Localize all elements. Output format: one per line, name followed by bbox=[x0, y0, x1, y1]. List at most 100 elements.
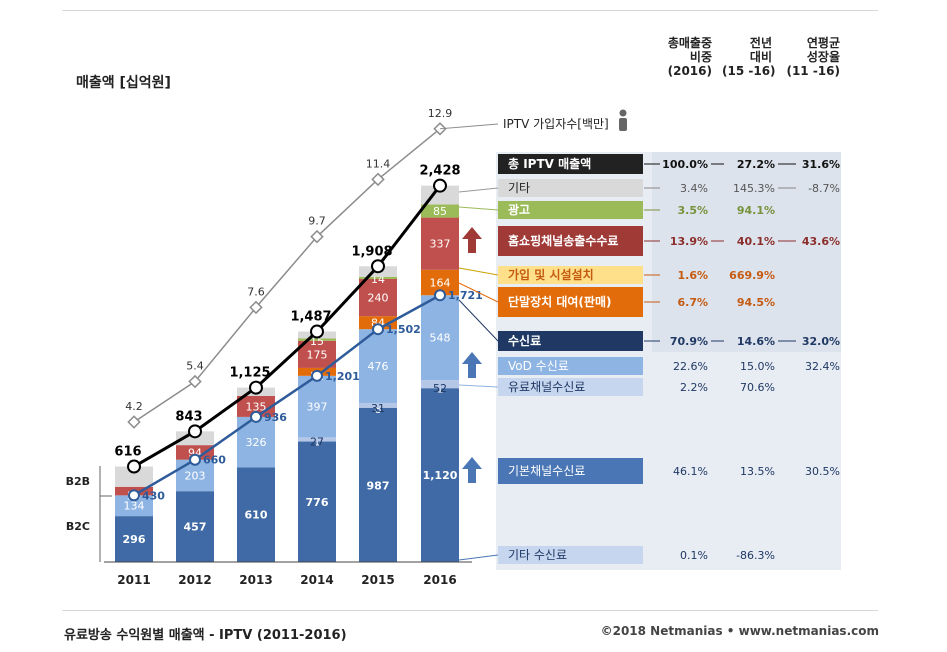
table-share-value: 46.1% bbox=[673, 465, 708, 478]
bar-segment bbox=[298, 340, 336, 368]
bar-segment bbox=[298, 375, 336, 438]
subscriber-value-label: 4.2 bbox=[125, 400, 143, 413]
subscriber-value-label: 7.6 bbox=[247, 285, 265, 298]
subscriber-legend-label: IPTV 가입자수[백만] bbox=[503, 117, 609, 131]
table-cagr-value: 30.5% bbox=[805, 465, 840, 478]
bar-value-label: 240 bbox=[368, 292, 389, 305]
table-yoy-value: 27.2% bbox=[737, 158, 775, 171]
bottom-rule bbox=[62, 610, 878, 611]
subscriber-value-label: 11.4 bbox=[366, 157, 391, 170]
bar-value-label: 85 bbox=[433, 205, 447, 218]
bar-value-label: 175 bbox=[307, 348, 328, 361]
category-label: 유료채널수신료 bbox=[508, 380, 585, 394]
receiving-fee-point bbox=[434, 289, 446, 302]
category-label: 수신료 bbox=[508, 333, 541, 348]
table-yoy-value: 669.9% bbox=[729, 269, 775, 282]
table-yoy-value: 94.5% bbox=[737, 296, 775, 309]
bar-segment bbox=[421, 380, 459, 389]
table-highlight-bg bbox=[652, 152, 841, 352]
receiving-fee-value-label: 1,502 bbox=[386, 323, 421, 336]
total-point bbox=[371, 259, 385, 274]
table-yoy-value: 40.1% bbox=[737, 235, 775, 248]
bar-segment bbox=[298, 338, 336, 341]
x-tick-label: 2014 bbox=[300, 573, 333, 587]
total-value-label: 616 bbox=[114, 445, 141, 460]
b2c-label: B2C bbox=[66, 520, 90, 533]
total-point bbox=[310, 324, 324, 339]
receiving-fee-value-label: 430 bbox=[142, 489, 165, 502]
category-box bbox=[498, 287, 643, 317]
bar-value-label: 135 bbox=[246, 400, 267, 413]
bar-value-label: 476 bbox=[368, 360, 389, 373]
x-tick-label: 2013 bbox=[239, 573, 272, 587]
receiving-fee-point bbox=[128, 489, 140, 502]
subscriber-value-label: 12.9 bbox=[428, 107, 453, 120]
up-arrow-icon bbox=[462, 352, 482, 378]
table-yoy-value: 15.0% bbox=[740, 360, 775, 373]
copyright-credit: ©2018 Netmanias • www.netmanias.com bbox=[600, 624, 879, 638]
leader-device bbox=[458, 282, 499, 303]
category-label: VoD 수신료 bbox=[508, 359, 569, 373]
total-point bbox=[249, 380, 263, 395]
total-value-label: 1,125 bbox=[229, 366, 270, 381]
table-share-value: 1.6% bbox=[677, 269, 708, 282]
receiving-fee-value-label: 936 bbox=[264, 411, 287, 424]
table-share-value: 13.9% bbox=[670, 235, 708, 248]
category-box bbox=[498, 179, 643, 197]
bar-value-label: 987 bbox=[367, 480, 390, 493]
receiving-fee-line bbox=[133, 294, 441, 497]
bar-segment bbox=[359, 278, 397, 317]
bar-segment bbox=[359, 276, 397, 279]
bar-segment bbox=[176, 491, 214, 562]
bar-value-label: 337 bbox=[430, 238, 451, 251]
receiving-fee-point bbox=[372, 323, 384, 336]
table-share-value: 22.6% bbox=[673, 360, 708, 373]
total-value-label: 843 bbox=[175, 409, 202, 424]
bar-segment bbox=[421, 295, 459, 381]
bar-value-label: 1,120 bbox=[423, 469, 458, 482]
total-point bbox=[188, 424, 202, 439]
bar-value-label: 296 bbox=[123, 533, 146, 546]
total-revenue-line bbox=[133, 184, 442, 468]
total-point bbox=[433, 178, 447, 193]
bar-segment bbox=[298, 441, 336, 443]
receiving-fee-point bbox=[250, 410, 262, 423]
category-box bbox=[498, 266, 643, 284]
bar-segment bbox=[298, 441, 336, 562]
category-label: 기타 bbox=[508, 181, 530, 195]
table-cagr-value: 31.6% bbox=[802, 158, 840, 171]
subscriber-point bbox=[310, 229, 324, 244]
bar-value-label: 548 bbox=[430, 332, 451, 345]
header-yoy: 전년 대비 (15 -16) bbox=[722, 36, 776, 78]
table-yoy-value: -86.3% bbox=[736, 549, 775, 562]
bar-value-label: 27 bbox=[310, 436, 324, 449]
subscriber-value-label: 9.7 bbox=[308, 215, 326, 228]
subscriber-leader bbox=[439, 123, 499, 130]
bar-value-label: 203 bbox=[185, 469, 206, 482]
table-share-value: 0.1% bbox=[680, 549, 708, 562]
leader-ad bbox=[458, 206, 499, 211]
bar-segment-other bbox=[115, 466, 153, 487]
table-share-value: 3.4% bbox=[680, 182, 708, 195]
category-label: 홈쇼핑채널송출수수료 bbox=[508, 233, 618, 248]
bar-segment bbox=[359, 409, 397, 562]
category-box bbox=[498, 546, 643, 564]
table-cagr-value: 32.4% bbox=[805, 360, 840, 373]
bar-value-label: 1 bbox=[314, 436, 321, 449]
bar-segment bbox=[298, 437, 336, 442]
bar-value-label: 52 bbox=[433, 382, 447, 395]
category-box bbox=[498, 357, 643, 375]
bar-segment bbox=[176, 445, 214, 460]
subscriber-point bbox=[127, 415, 141, 429]
total-value-label: 1,487 bbox=[290, 310, 331, 325]
bar-value-label: 457 bbox=[184, 521, 207, 534]
bar-segment bbox=[359, 407, 397, 410]
bar-value-label: 397 bbox=[307, 401, 328, 414]
leader-fee bbox=[458, 299, 499, 342]
person-icon bbox=[619, 118, 627, 131]
x-tick-label: 2015 bbox=[361, 573, 394, 587]
total-point bbox=[127, 459, 141, 474]
table-share-value: 70.9% bbox=[670, 335, 708, 348]
b2b-label: B2B bbox=[66, 475, 90, 488]
table-yoy-value: 13.5% bbox=[740, 465, 775, 478]
